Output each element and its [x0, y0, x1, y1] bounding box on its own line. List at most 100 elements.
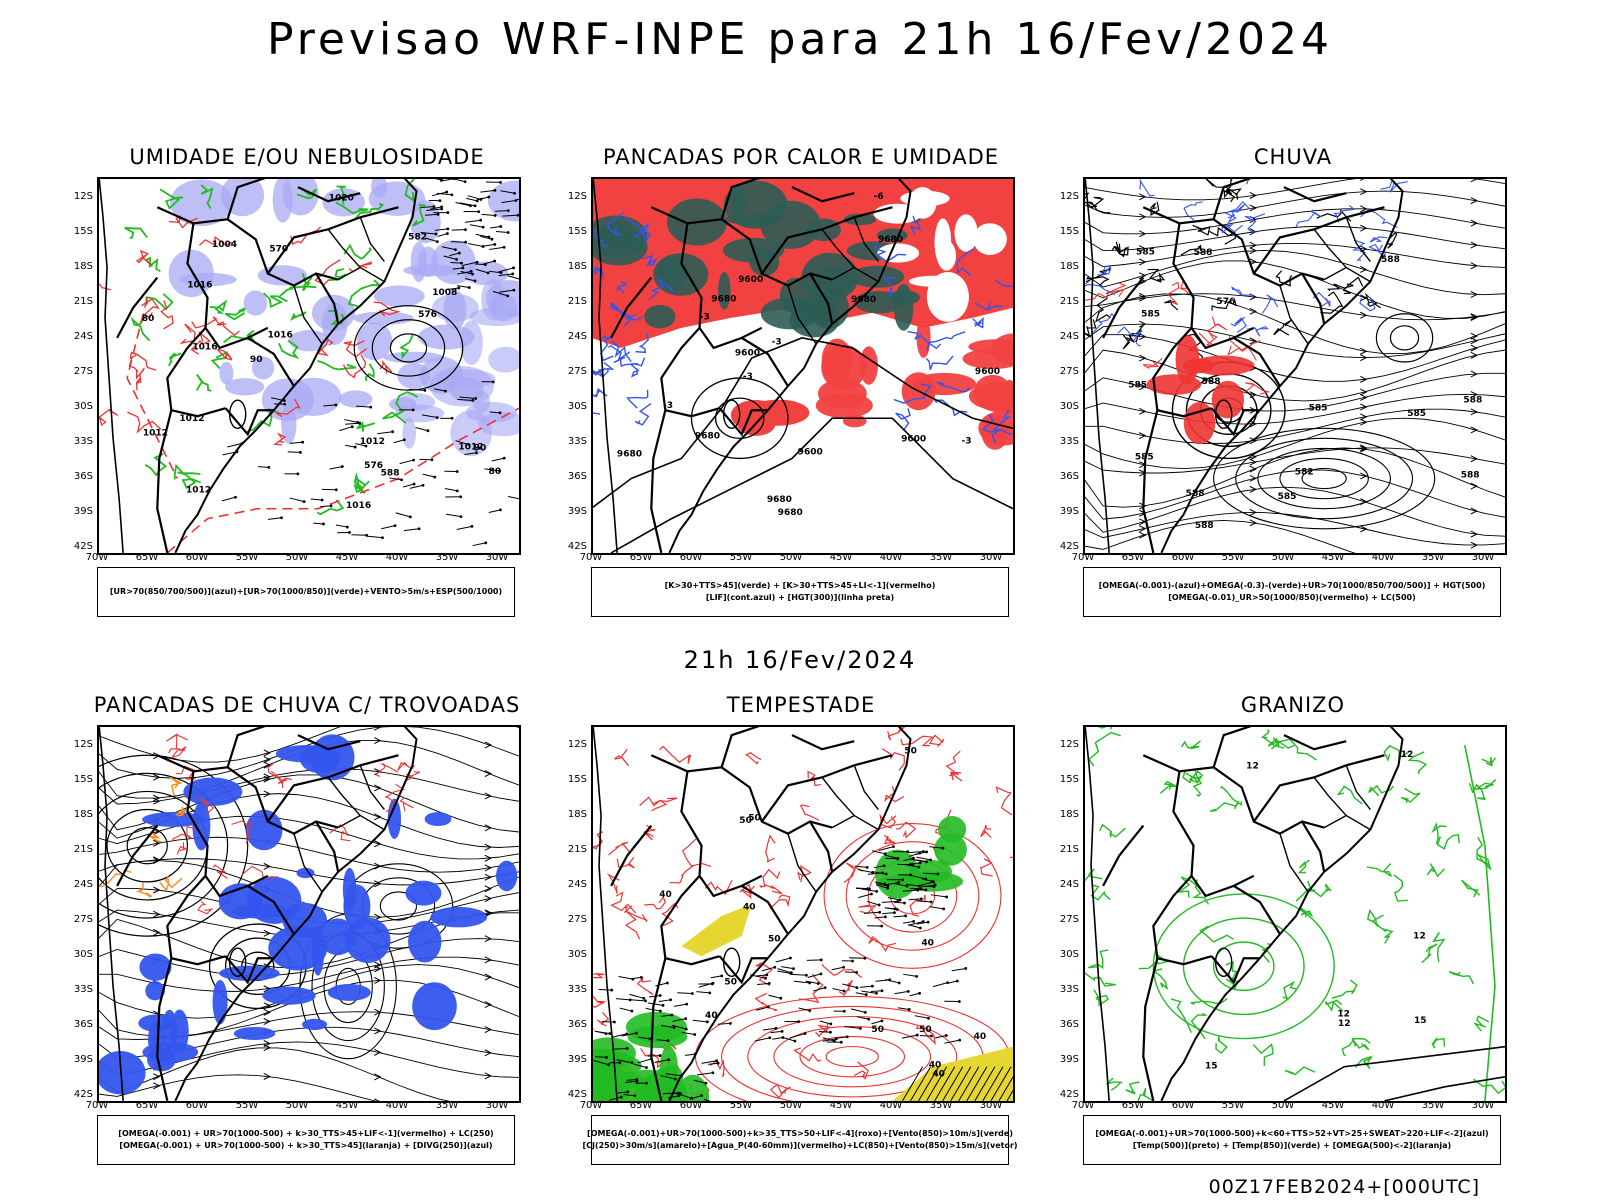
contour-label: 1016 [187, 281, 212, 291]
lon-tick-label: 65W [135, 1100, 159, 1111]
map-svg: 588 588 588 588 588 585 585 588 585 582 585 576 585 5… [1083, 177, 1505, 553]
lon-tick-label: 45W [829, 1100, 853, 1111]
lat-tick-label: 15S [567, 226, 587, 237]
lon-tick-label: 45W [829, 552, 853, 563]
lat-tick-label: 27S [73, 366, 93, 377]
lon-tick-label: 45W [335, 1100, 359, 1111]
contour-label: 40 [929, 1060, 942, 1070]
lon-tick-label: 65W [629, 1100, 653, 1111]
lat-tick-label: 15S [1059, 226, 1079, 237]
lat-tick-label: 39S [1059, 1054, 1079, 1065]
lon-tick-label: 65W [1121, 1100, 1145, 1111]
lon-tick-label: 55W [1221, 552, 1245, 563]
lon-tick-label: 30W [485, 552, 509, 563]
contour-label: 80 [489, 467, 502, 477]
lat-tick-label: 12S [73, 739, 93, 750]
lat-tick-label: 33S [1059, 436, 1079, 447]
contour-label: 1008 [432, 288, 457, 298]
contour-label: -3 [962, 437, 972, 447]
lat-tick-label: 21S [1059, 296, 1079, 307]
lon-tick-label: 35W [929, 552, 953, 563]
lat-tick-label: 30S [1059, 401, 1079, 412]
lat-tick-label: 39S [567, 1054, 587, 1065]
lon-tick-label: 30W [979, 552, 1003, 563]
contour-label: 40 [974, 1032, 987, 1042]
contour-label: 1016 [268, 330, 293, 340]
panel-title: GRANIZO [1240, 693, 1346, 717]
contour-label: 1020 [329, 193, 354, 203]
lat-tick-label: 39S [73, 506, 93, 517]
contour-label: 12 [1246, 762, 1259, 772]
map-canvas: 1012 1012 1012 1016 1016 1012 1016 1020 1016 1012… [97, 177, 521, 555]
lat-tick-label: 36S [73, 471, 93, 482]
lat-tick-label: 27S [1059, 914, 1079, 925]
lat-tick-label: 24S [73, 331, 93, 342]
map-canvas: 12 12 12 12 12 15 15 [1083, 725, 1507, 1103]
contour-label: 9680 [767, 495, 792, 505]
lon-tick-label: 45W [335, 552, 359, 563]
lat-tick-label: 21S [73, 296, 93, 307]
contour-label: 585 [1136, 247, 1155, 257]
contour-label: 588 [1195, 521, 1214, 531]
contour-label: 588 [381, 468, 400, 478]
contour-label: 588 [1461, 470, 1480, 480]
lat-tick-label: 30S [73, 949, 93, 960]
lon-tick-label: 35W [929, 1100, 953, 1111]
contour-label: 582 [1295, 468, 1314, 478]
lat-tick-label: 12S [567, 191, 587, 202]
contour-label: -3 [743, 372, 753, 382]
contour-label: 50 [904, 747, 917, 757]
lat-tick-label: 15S [73, 774, 93, 785]
contour-label: 588 [1202, 377, 1221, 387]
lat-tick-label: 15S [567, 774, 587, 785]
lat-tick-label: 33S [73, 436, 93, 447]
lon-tick-label: 65W [135, 552, 159, 563]
contour-label: -3 [700, 313, 710, 323]
lon-tick-label: 70W [579, 552, 603, 563]
contour-label: 80 [142, 314, 155, 324]
legend-line: [OMEGA(-0.001) + UR>70(1000-500) + k>30_… [119, 1141, 493, 1150]
lon-tick-label: 55W [235, 552, 259, 563]
lon-tick-label: 30W [1471, 1100, 1495, 1111]
lon-tick-label: 60W [185, 1100, 209, 1111]
lat-tick-label: 24S [73, 879, 93, 890]
contour-label: 9680 [878, 235, 903, 245]
lon-tick-label: 55W [729, 1100, 753, 1111]
lat-tick-label: 18S [73, 261, 93, 272]
lat-tick-label: 12S [1059, 739, 1079, 750]
panel-title: TEMPESTADE [726, 693, 876, 717]
contour-label: 15 [1414, 1016, 1427, 1026]
legend-line: [OMEGA(-0.001)+UR>70(1000-500)+k>35_TTS>… [587, 1129, 1013, 1138]
lat-tick-label: 21S [567, 296, 587, 307]
contour-label: -3 [663, 401, 673, 411]
lon-tick-label: 35W [1421, 552, 1445, 563]
lon-tick-label: 30W [485, 1100, 509, 1111]
lat-tick-label: 21S [1059, 844, 1079, 855]
lat-tick-label: 27S [73, 914, 93, 925]
lon-tick-label: 40W [1371, 1100, 1395, 1111]
lon-tick-label: 55W [1221, 1100, 1245, 1111]
footer-timestamp: 00Z17FEB2024+[000UTC] [1208, 1176, 1480, 1198]
contour-label: 12 [1338, 1019, 1351, 1029]
lat-tick-label: 21S [567, 844, 587, 855]
lat-tick-label: 21S [73, 844, 93, 855]
contour-label: 90 [250, 355, 263, 365]
lat-tick-label: 42S [73, 541, 93, 552]
contour-label: 40 [932, 1070, 945, 1080]
contour-label: 9680 [851, 295, 876, 305]
contour-label: 582 [408, 232, 427, 242]
panel-legend: [OMEGA(-0.001) + UR>70(1000-500) + k>30_… [97, 1115, 515, 1165]
lon-tick-label: 60W [185, 552, 209, 563]
lat-tick-label: 18S [73, 809, 93, 820]
lat-tick-label: 24S [567, 331, 587, 342]
contour-label: 576 [364, 461, 383, 471]
lon-tick-label: 40W [1371, 552, 1395, 563]
contour-label: 40 [659, 890, 672, 900]
lat-tick-label: 18S [567, 261, 587, 272]
contour-label: 1004 [212, 240, 237, 250]
contour-label: 1012 [143, 428, 168, 438]
lat-tick-label: 18S [1059, 809, 1079, 820]
legend-line: [LIF](cont.azul) + [HGT(300)](linha pret… [705, 593, 895, 602]
